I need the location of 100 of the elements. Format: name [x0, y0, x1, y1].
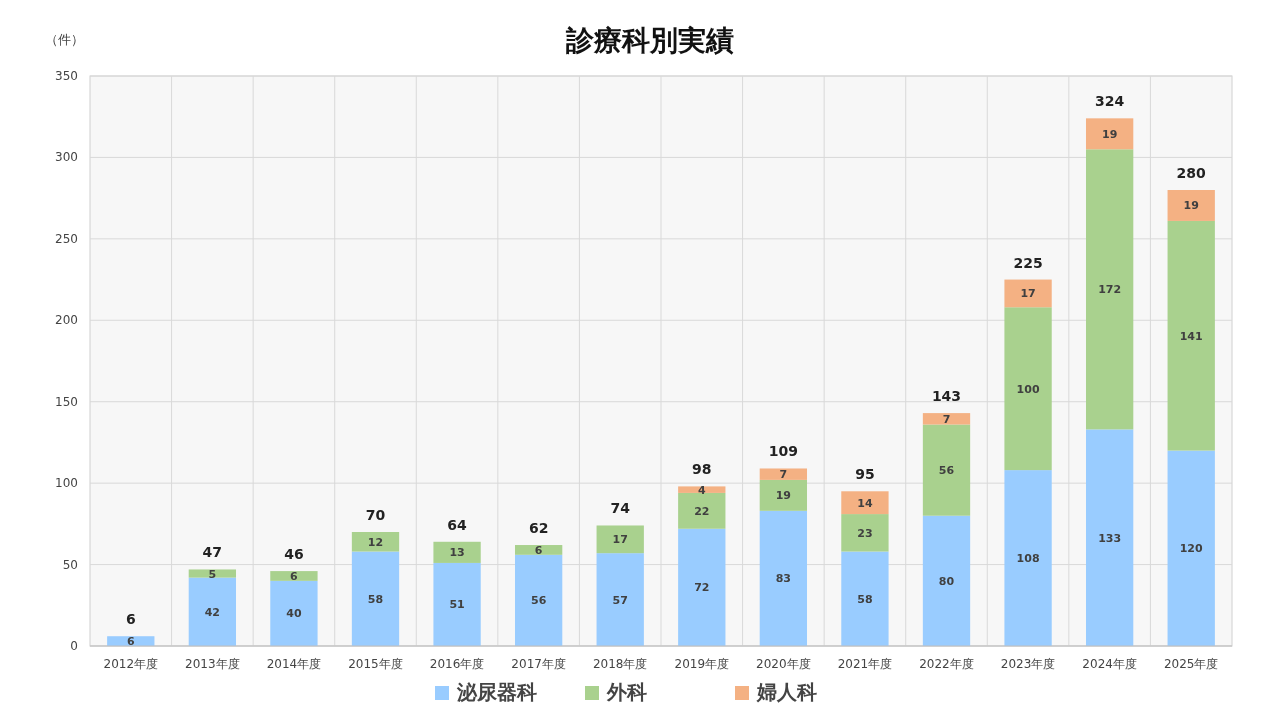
- bar: [922, 424, 971, 516]
- data-label: 58: [367, 592, 384, 606]
- x-tick-label: 2018年度: [592, 657, 648, 671]
- bar: [1004, 307, 1052, 471]
- bar: [351, 551, 400, 646]
- y-tick-label: 200: [55, 313, 78, 328]
- data-label: 42: [204, 605, 221, 619]
- data-label: 22: [694, 504, 710, 518]
- bar: [678, 492, 726, 529]
- bar: [678, 486, 726, 493]
- data-label: 56: [530, 594, 547, 608]
- x-tick-label: 2019年度: [674, 657, 730, 671]
- bar: [1085, 429, 1134, 646]
- bar: [841, 491, 889, 515]
- total-label: 46: [284, 546, 304, 563]
- total-label: 64: [447, 516, 468, 533]
- bar: [433, 541, 481, 563]
- data-label: 40: [286, 607, 302, 621]
- data-label: 23: [857, 526, 873, 540]
- data-label: 51: [449, 598, 465, 612]
- data-label: 17: [612, 533, 628, 547]
- data-label: 83: [775, 572, 792, 586]
- total-label: 6: [125, 611, 136, 628]
- x-tick-label: 2022年度: [919, 657, 974, 671]
- data-label: 17: [1020, 287, 1036, 301]
- x-tick-label: 2025年度: [1163, 657, 1219, 671]
- bar: [514, 554, 563, 646]
- data-label: 14: [857, 496, 873, 510]
- total-label: 280: [1176, 165, 1207, 181]
- y-tick-label: 250: [55, 231, 78, 246]
- bar: [841, 551, 889, 646]
- bar: [1085, 118, 1134, 150]
- total-label: 143: [931, 388, 962, 405]
- total-label: 62: [528, 520, 549, 537]
- data-label: 19: [1183, 199, 1199, 213]
- data-label: 172: [1098, 283, 1122, 297]
- x-tick-label: 2015年度: [348, 657, 403, 671]
- y-axis-title: （件）: [44, 32, 84, 47]
- bar: [433, 562, 481, 646]
- x-tick-label: 2023年度: [1000, 657, 1056, 671]
- bar: [759, 468, 808, 480]
- data-label: 7: [779, 468, 788, 482]
- bar: [922, 413, 971, 425]
- total-label: 225: [1013, 254, 1043, 271]
- total-label: 74: [610, 500, 631, 517]
- data-label: 7: [942, 412, 951, 426]
- data-label: 12: [367, 535, 384, 549]
- data-label: 5: [208, 567, 217, 581]
- y-tick-label: 350: [55, 69, 78, 83]
- x-tick-label: 2013年度: [185, 657, 240, 671]
- bar: [678, 528, 726, 646]
- data-label: 6: [534, 543, 543, 557]
- bar: [596, 525, 644, 554]
- total-label: 95: [855, 466, 875, 483]
- data-label: 58: [857, 592, 873, 606]
- data-label: 6: [126, 635, 135, 649]
- bar: [351, 532, 400, 552]
- data-label: 120: [1179, 542, 1204, 556]
- bar: [841, 514, 889, 552]
- bar: [270, 571, 318, 581]
- data-label: 56: [938, 464, 955, 478]
- data-label: 133: [1098, 531, 1122, 545]
- legend-label: 婦人科: [756, 680, 817, 704]
- bar: [1167, 190, 1215, 221]
- data-label: 100: [1016, 382, 1040, 396]
- legend-label: 泌尿器科: [456, 680, 537, 704]
- legend-label: 外科: [606, 680, 647, 704]
- total-label: 324: [1095, 93, 1125, 110]
- total-label: 98: [692, 461, 712, 478]
- bar: [1004, 470, 1052, 646]
- bar: [596, 553, 644, 646]
- bar: [1167, 450, 1215, 646]
- x-tick-label: 2012年度: [103, 657, 159, 671]
- bar: [1167, 220, 1215, 451]
- y-tick-label: 300: [55, 150, 78, 165]
- bar: [188, 569, 237, 578]
- x-tick-label: 2014年度: [266, 657, 322, 671]
- bar: [1085, 149, 1134, 430]
- bar: [270, 580, 318, 646]
- data-label: 13: [449, 546, 465, 560]
- data-label: 108: [1016, 552, 1040, 566]
- x-tick-label: 2016年度: [429, 657, 485, 671]
- y-tick-label: 50: [62, 557, 78, 572]
- x-tick-label: 2020年度: [756, 657, 811, 671]
- data-label: 19: [775, 489, 792, 503]
- bar: [188, 577, 237, 646]
- data-label: 72: [694, 581, 710, 595]
- bar: [514, 545, 563, 555]
- data-label: 19: [1101, 127, 1118, 141]
- y-tick-label: 0: [70, 639, 78, 653]
- bar: [759, 510, 808, 646]
- data-label: 57: [612, 593, 628, 607]
- y-tick-label: 150: [55, 394, 78, 409]
- x-tick-label: 2021年度: [837, 657, 893, 671]
- bar: [922, 515, 971, 646]
- bar: [759, 479, 808, 511]
- y-tick-label: 100: [55, 476, 78, 491]
- data-label: 80: [938, 574, 955, 588]
- total-label: 109: [768, 443, 798, 460]
- total-label: 70: [365, 507, 386, 523]
